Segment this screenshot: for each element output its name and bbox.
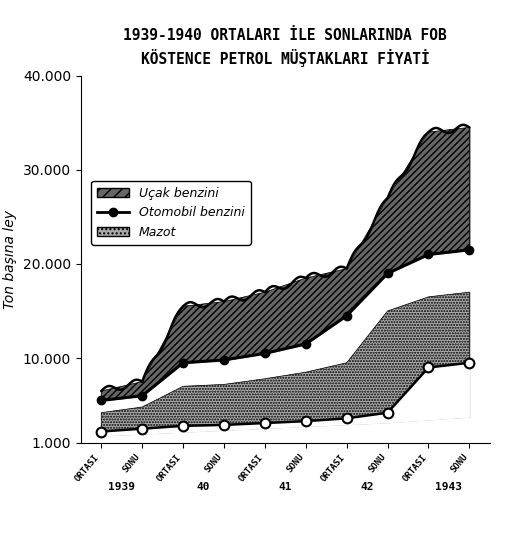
Text: 1943: 1943: [435, 482, 463, 492]
Legend: Uçak benzini, Otomobil benzini, Mazot: Uçak benzini, Otomobil benzini, Mazot: [91, 181, 251, 245]
Y-axis label: Ton başına ley: Ton başına ley: [3, 210, 17, 309]
Text: 41: 41: [279, 482, 292, 492]
Title: 1939-1940 ORTALARI İLE SONLARINDA FOB
KÖSTENCE PETROL MÜŞTAKLARI FİYATİ: 1939-1940 ORTALARI İLE SONLARINDA FOB KÖ…: [123, 29, 447, 68]
Text: 1939: 1939: [108, 482, 135, 492]
Text: 42: 42: [361, 482, 374, 492]
Text: 40: 40: [197, 482, 210, 492]
